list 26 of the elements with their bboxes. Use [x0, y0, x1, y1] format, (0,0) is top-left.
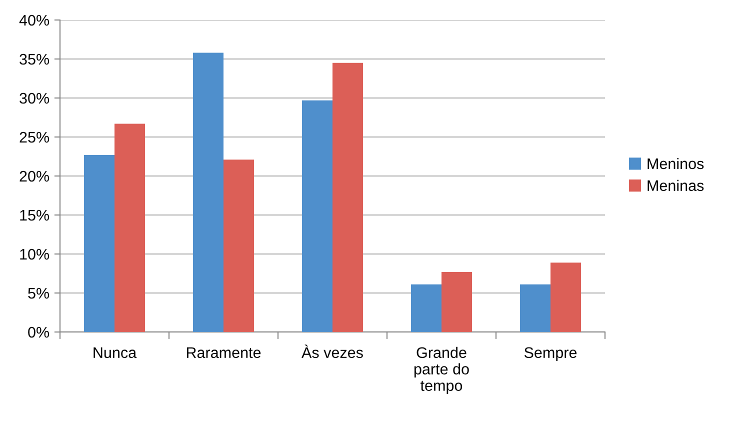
y-tick-label: 30%: [20, 92, 50, 104]
x-tick-label: Nunca: [94, 347, 137, 358]
y-tick-label: 20%: [20, 170, 50, 182]
bar: [410, 284, 442, 332]
y-tick-label: 15%: [20, 210, 50, 221]
y-tick-label: 25%: [20, 132, 50, 143]
bar: [550, 262, 582, 332]
bar: [520, 284, 550, 332]
bar: [192, 52, 224, 332]
y-tick-label: 5%: [28, 288, 50, 299]
bar: [302, 100, 332, 332]
legend-label: Meninos: [648, 158, 704, 170]
y-tick-label: 35%: [20, 54, 50, 65]
bar: [84, 154, 114, 332]
y-tick-label: 40%: [19, 14, 50, 26]
legend-label: Meninas: [648, 180, 704, 192]
y-tick-label: 10%: [20, 248, 50, 260]
x-tick-label: Grande parte do tempo: [414, 346, 469, 394]
bar: [442, 272, 472, 332]
bar: [332, 62, 364, 332]
x-tick-label: Sempre: [524, 347, 577, 362]
x-tick-label: Raramente: [186, 347, 261, 358]
x-tick-label: Às vezes: [302, 344, 363, 358]
y-tick-label: 0%: [28, 326, 50, 338]
bar: [114, 124, 146, 332]
bar: [224, 160, 254, 332]
